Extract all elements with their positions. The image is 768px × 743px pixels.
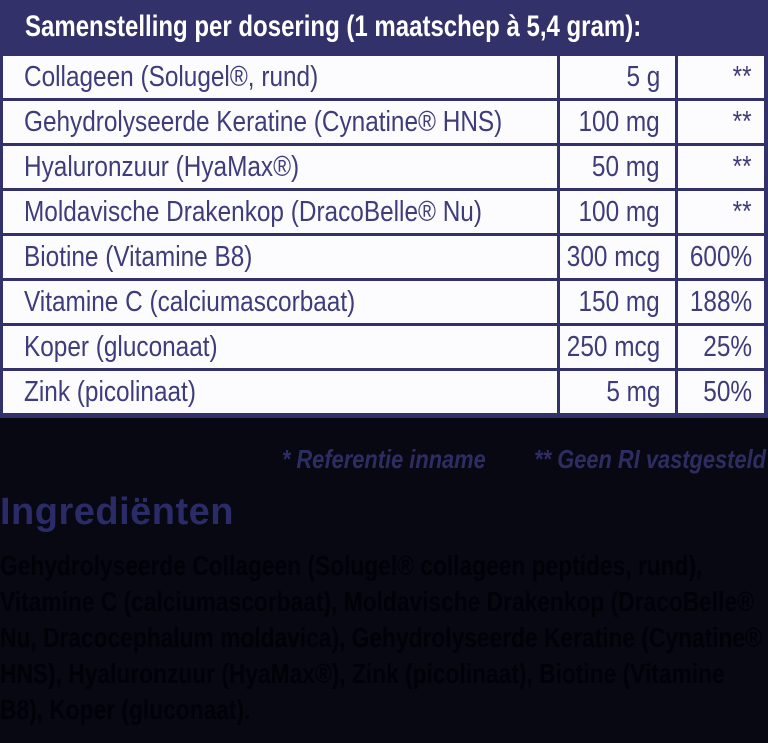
table-header-row: Samenstelling per dosering (1 maatschep … [0,0,768,53]
table-row: Koper (gluconaat) 250 mcg 25% [3,326,764,368]
ingredient-name-cell: Zink (picolinaat) [24,375,196,408]
amount-cell: 50 mg [557,146,675,188]
amount-cell: 5 g [557,56,675,98]
table-row: Moldavische Drakenkop (DracoBelle® Nu) 1… [3,191,764,233]
ingredient-name-cell: Gehydrolyseerde Keratine (Cynatine® HNS) [24,105,503,138]
ingredients-text: Gehydrolyseerde Collageen (Solugel® coll… [0,550,762,725]
ingredient-name-cell: Vitamine C (calciumascorbaat) [24,285,356,318]
footnotes: * Referentie inname ** Geen RI vastgeste… [0,444,768,474]
ri-cell: ** [675,101,764,143]
ingredient-name-cell: Biotine (Vitamine B8) [24,240,253,273]
ri-cell: 25% [675,326,764,368]
table-row: Collageen (Solugel®, rund) 5 g ** [3,56,764,98]
composition-table: Samenstelling per dosering (1 maatschep … [0,0,768,418]
table-row: Vitamine C (calciumascorbaat) 150 mg 188… [3,281,764,323]
no-ri-footnote: ** Geen RI vastgesteld [534,444,766,474]
amount-cell: 100 mg [557,101,675,143]
ri-cell: ** [675,146,764,188]
table-title: Samenstelling per dosering (1 maatschep … [0,10,768,44]
amount-cell: 300 mcg [557,236,675,278]
table-row: Zink (picolinaat) 5 mg 50% [3,371,764,413]
ri-cell: ** [675,191,764,233]
ri-cell: 188% [675,281,764,323]
ingredient-name-cell: Koper (gluconaat) [24,330,218,363]
amount-cell: 250 mcg [557,326,675,368]
ri-footnote: * Referentie inname [282,444,486,474]
table-row: Hyaluronzuur (HyaMax®) 50 mg ** [3,146,764,188]
ri-cell: ** [675,56,764,98]
ingredients-section: Gehydrolyseerde Collageen (Solugel® coll… [0,548,768,728]
ri-cell: 600% [675,236,764,278]
ingredients-heading: Ingrediënten [0,491,235,533]
ingredient-name-cell: Hyaluronzuur (HyaMax®) [24,150,300,183]
amount-cell: 5 mg [557,371,675,413]
amount-cell: 100 mg [557,191,675,233]
amount-cell: 150 mg [557,281,675,323]
ingredient-name-cell: Collageen (Solugel®, rund) [24,60,319,93]
ri-cell: 50% [675,371,764,413]
table-title-text: Samenstelling per dosering (1 maatschep … [25,9,642,43]
table-body: Collageen (Solugel®, rund) 5 g ** Gehydr… [0,53,768,418]
table-row: Biotine (Vitamine B8) 300 mcg 600% [3,236,764,278]
ingredient-name-cell: Moldavische Drakenkop (DracoBelle® Nu) [24,195,482,228]
table-row: Gehydrolyseerde Keratine (Cynatine® HNS)… [3,101,764,143]
